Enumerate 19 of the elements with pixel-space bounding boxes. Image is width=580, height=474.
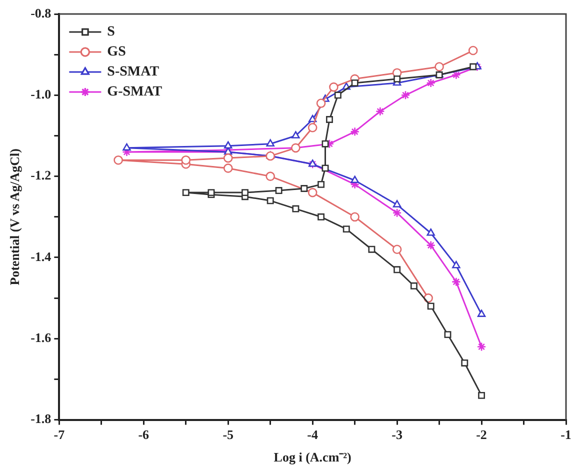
y-tick-label: -1.2 [30,168,52,183]
legend-label: S [107,24,116,40]
x-tick-label: -5 [222,426,234,442]
legend-label: GS [107,44,126,60]
y-tick-label: -1.8 [30,411,52,426]
legend-label: S-SMAT [107,64,160,80]
x-tick-label: -4 [307,426,318,442]
x-tick-label: -6 [138,426,150,442]
x-tick-label: -2 [476,426,487,442]
y-tick-label: -1.6 [30,330,52,345]
x-axis-title: Log i (A.cm⁻²) [274,450,352,465]
y-tick-label: -0.8 [30,5,52,20]
y-tick-label: -1.4 [30,248,52,264]
x-tick-label: -1 [560,426,572,442]
y-axis-title: Potential (V vs Ag/AgCl) [7,148,22,286]
x-tick-label: -3 [392,426,403,442]
legend-label: G-SMAT [107,84,163,100]
y-tick-label: -1.0 [30,86,52,102]
x-tick-label: -7 [54,426,66,442]
